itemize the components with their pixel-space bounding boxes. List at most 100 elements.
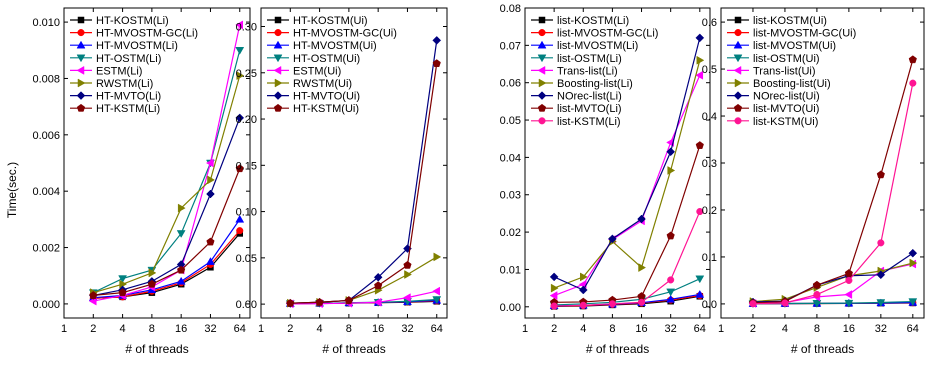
legend-marker — [734, 29, 742, 37]
data-point — [147, 279, 156, 288]
data-point — [844, 299, 854, 308]
y-tick-label: 0.008 — [32, 73, 60, 85]
data-point — [236, 227, 244, 235]
data-point — [315, 297, 324, 306]
data-point — [813, 290, 821, 299]
legend-label: list-MVOSTM(Li) — [557, 40, 638, 52]
data-point — [118, 288, 127, 297]
x-axis-label: # of threads — [322, 342, 385, 356]
y-tick-label: 0.010 — [32, 17, 60, 29]
x-tick-label: 32 — [401, 323, 413, 335]
data-point — [696, 55, 705, 65]
legend-label: list-MVOSTM(Ui) — [753, 40, 836, 52]
series-group — [549, 33, 705, 310]
legend-marker — [273, 65, 282, 75]
series-line — [93, 24, 241, 302]
chart-panels: 1 2 4 8 16 32 64# of threads0.0000.0020.0040.0… — [32, 3, 925, 356]
x-tick-label: 64 — [234, 323, 246, 335]
data-point — [695, 141, 704, 149]
data-point — [637, 214, 646, 224]
legend-label: HT-OSTM(Ui) — [293, 53, 360, 65]
data-point — [207, 175, 215, 185]
x-tick-label: 8 — [814, 323, 820, 335]
data-point — [812, 300, 822, 308]
legend-label: NOrec-list(Ui) — [753, 91, 820, 103]
legend-marker — [274, 78, 283, 88]
plot-frame — [63, 7, 251, 319]
data-point — [404, 270, 412, 279]
x-tick-label: 64 — [431, 323, 443, 335]
data-point — [432, 36, 442, 45]
x-tick-label: 4 — [580, 323, 586, 335]
legend-label: list-MVOSTM-GC(Ui) — [753, 28, 856, 40]
legend-label: HT-MVOSTM(Ui) — [293, 40, 377, 52]
series-line — [290, 290, 437, 305]
legend-label: RWSTM(Ui) — [293, 78, 352, 90]
legend: HT-KOSTM(Li)HT-MVOSTM-GC(Li)HT-MVOSTM(Li… — [70, 15, 198, 115]
legend-marker — [76, 54, 86, 63]
data-point — [344, 296, 353, 304]
data-point — [550, 283, 559, 293]
y-tick-label: 0.30 — [236, 22, 257, 34]
legend-label: list-MVTO(Li) — [557, 103, 622, 115]
y-tick-label: 0.00 — [500, 302, 521, 314]
y-tick-label: 0.3 — [702, 158, 717, 170]
series-line — [554, 211, 701, 307]
legend-marker — [274, 16, 282, 24]
y-tick-label: 0.0 — [702, 299, 717, 311]
data-point — [666, 231, 675, 240]
data-point — [206, 237, 215, 246]
data-point — [177, 203, 186, 213]
legend-label: HT-KOSTM(Ui) — [293, 15, 368, 27]
data-point — [781, 299, 789, 307]
data-point — [667, 166, 676, 175]
x-tick-label: 32 — [875, 323, 887, 335]
series-group — [748, 55, 918, 309]
data-point — [432, 59, 441, 68]
y-tick-label: 0.15 — [236, 160, 257, 172]
legend-label: HT-KSTM(Li) — [96, 103, 160, 115]
data-point — [235, 164, 244, 173]
data-point — [909, 258, 918, 268]
legend-label: list-KSTM(Ui) — [753, 116, 818, 128]
legend: list-KOSTM(Ui)list-MVOSTM-GC(Ui)list-MVO… — [727, 15, 856, 128]
legend-marker — [77, 16, 85, 24]
y-tick-label: 0.02 — [500, 227, 521, 239]
series-group — [285, 36, 442, 309]
data-point — [403, 260, 412, 269]
y-tick-label: 0.05 — [236, 253, 257, 265]
data-point — [549, 291, 558, 301]
series-group — [88, 20, 245, 306]
legend-label: Boosting-list(Li) — [557, 78, 633, 90]
data-point — [176, 276, 186, 285]
legend-label: HT-KOSTM(Li) — [96, 15, 169, 27]
chart-panel-3: 1 2 4 8 16 32 64 # of threads 0.00 0.01 0.02 0.03 0.… — [500, 3, 711, 356]
y-tick-label: 0.5 — [702, 64, 717, 76]
data-point — [638, 263, 647, 273]
y-tick-label: 0.6 — [702, 17, 717, 29]
data-point — [908, 55, 917, 64]
data-point — [695, 275, 705, 284]
data-point — [549, 272, 559, 282]
data-point — [236, 71, 245, 81]
y-tick-label: 0.07 — [500, 40, 521, 52]
data-point — [374, 281, 383, 290]
data-point — [909, 79, 917, 87]
legend-label: RWSTM(Li) — [96, 78, 153, 90]
legend-marker — [537, 40, 547, 49]
data-point — [608, 234, 617, 244]
x-axis-label: # of threads — [125, 342, 188, 356]
y-axis-label: Time(sec.) — [5, 162, 19, 218]
data-point — [812, 280, 822, 289]
legend-marker — [537, 65, 546, 75]
x-axis-label: # of threads — [791, 342, 854, 356]
legend-label: HT-MVOSTM-GC(Ui) — [293, 28, 397, 40]
legend-marker — [76, 65, 85, 75]
series-line — [752, 262, 913, 303]
legend-label: HT-KSTM(Ui) — [293, 103, 359, 115]
y-tick-label: 0.006 — [32, 130, 60, 142]
legend-marker — [733, 103, 743, 112]
data-point — [148, 268, 157, 278]
legend-label: NOrec-list(Li) — [557, 91, 622, 103]
